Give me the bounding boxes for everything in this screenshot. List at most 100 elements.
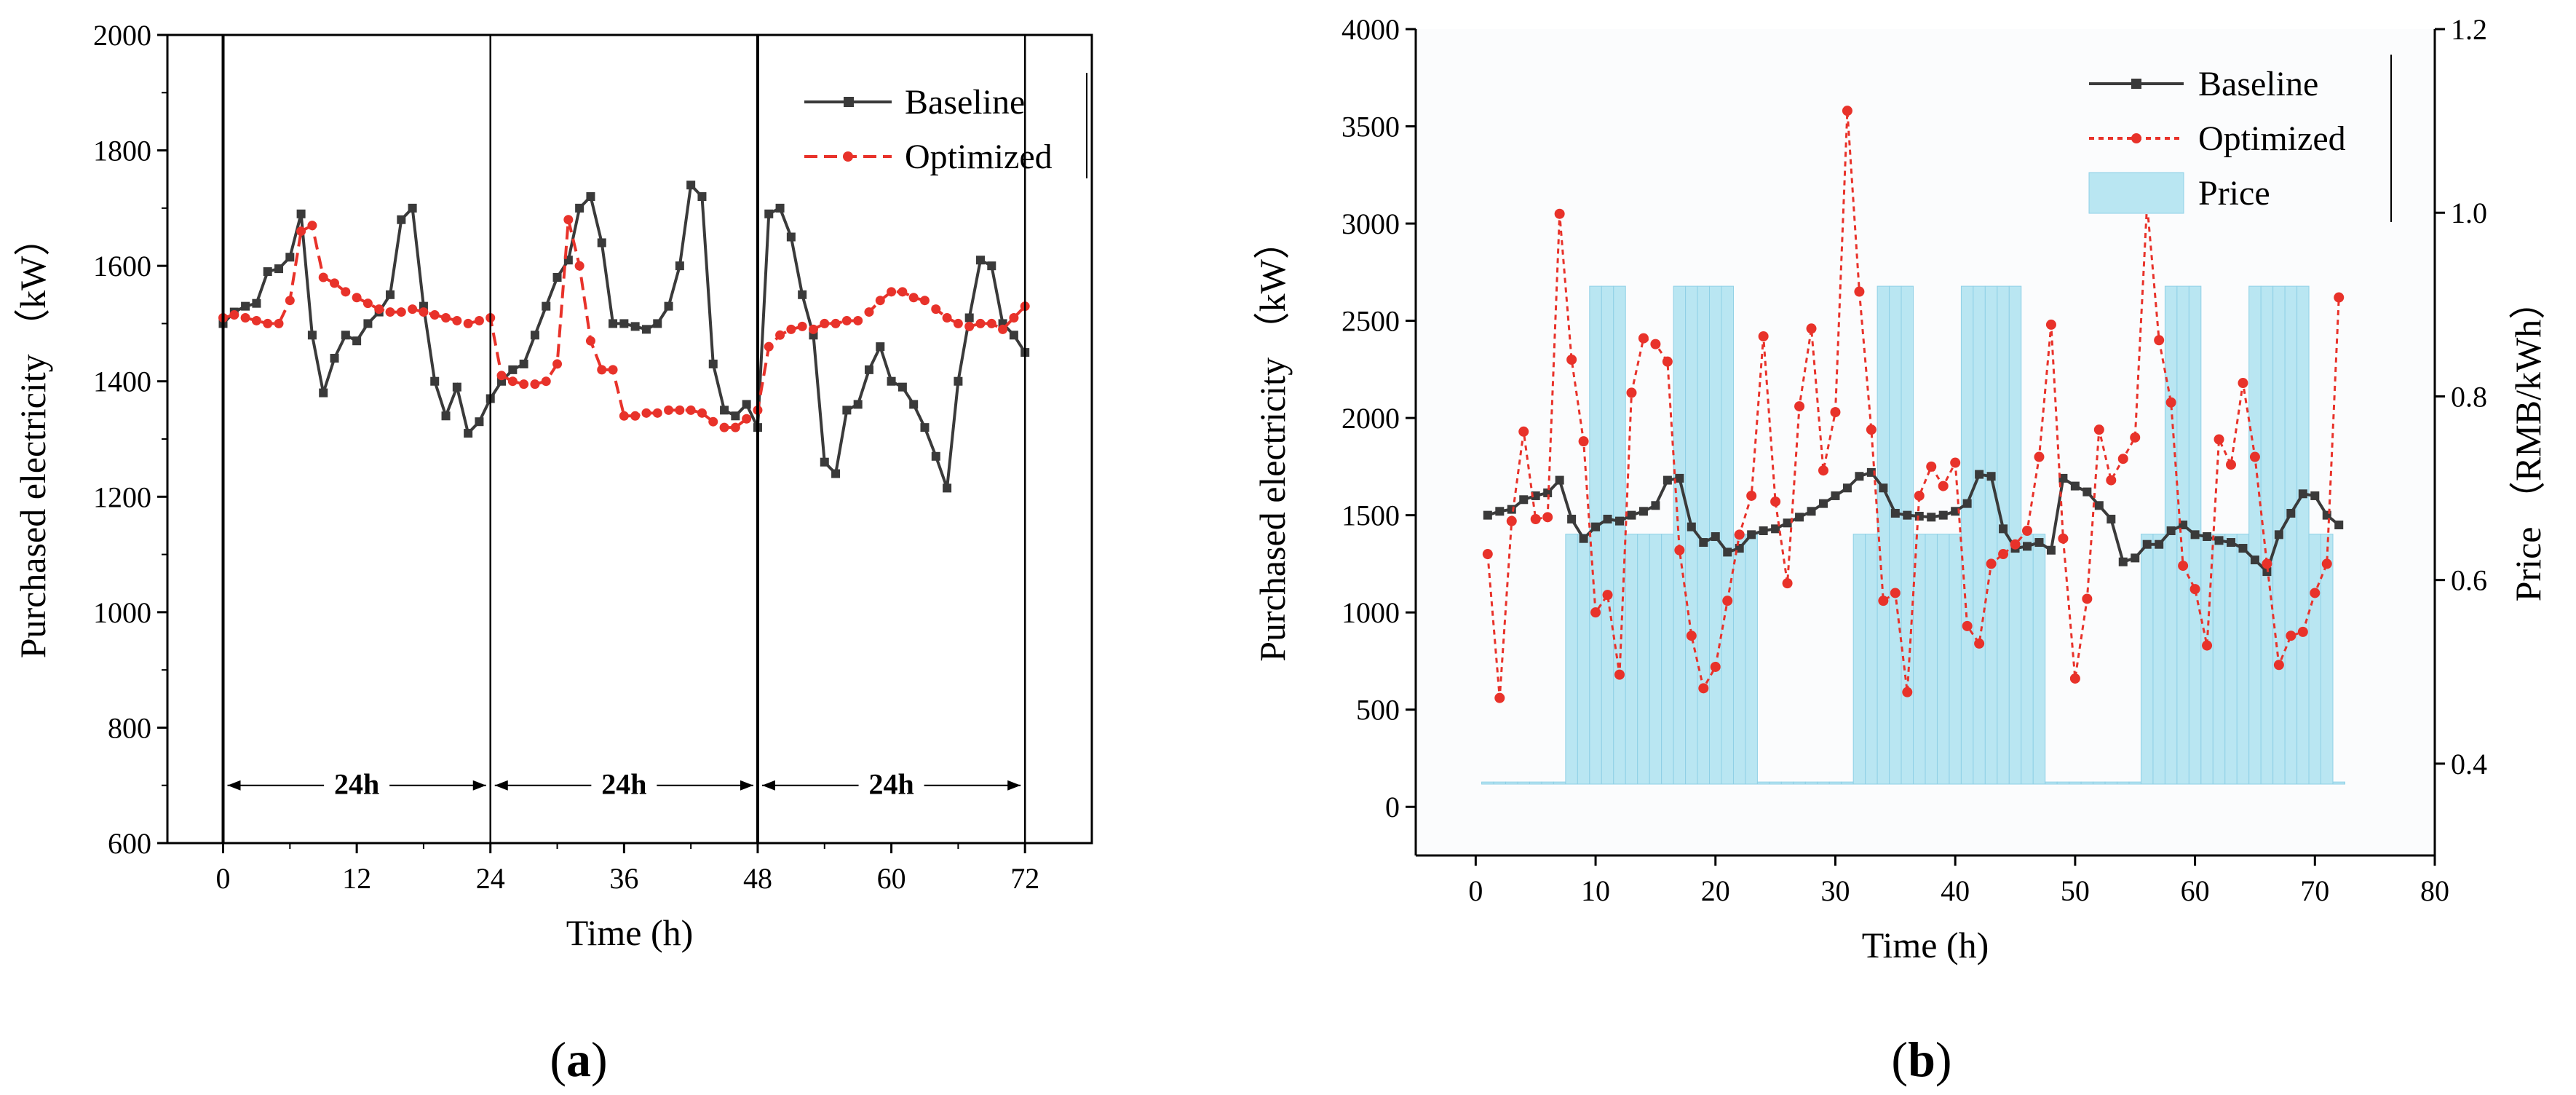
price-bar bbox=[1517, 781, 1530, 785]
data-point bbox=[1962, 499, 1972, 508]
data-point bbox=[2107, 514, 2116, 523]
arrow-head bbox=[494, 780, 508, 791]
data-point bbox=[1687, 522, 1696, 531]
data-point bbox=[452, 315, 462, 325]
y2-tick-label: 1.0 bbox=[2451, 197, 2487, 229]
price-bar bbox=[1661, 534, 1674, 785]
legend-marker bbox=[2131, 133, 2141, 143]
data-point bbox=[240, 313, 250, 323]
data-point bbox=[1722, 596, 1733, 606]
data-point bbox=[897, 382, 907, 392]
data-point bbox=[441, 411, 451, 421]
price-bar bbox=[1913, 534, 1926, 785]
data-point bbox=[964, 321, 975, 331]
data-point bbox=[241, 301, 250, 311]
data-point bbox=[1746, 490, 1757, 501]
data-point bbox=[1806, 323, 1817, 334]
data-point bbox=[686, 181, 696, 190]
price-bar bbox=[2140, 534, 2154, 785]
x-tick-label: 30 bbox=[1820, 874, 1850, 907]
data-point bbox=[1507, 505, 1516, 514]
price-bar bbox=[2008, 285, 2022, 785]
data-point bbox=[251, 315, 261, 325]
data-point bbox=[1615, 516, 1624, 526]
data-point bbox=[541, 376, 551, 387]
data-point bbox=[397, 215, 406, 224]
data-point bbox=[1986, 558, 1997, 569]
data-point bbox=[1927, 513, 1936, 522]
series-optimized-line bbox=[1486, 111, 2340, 698]
panel-label-a: (a) bbox=[550, 1032, 607, 1087]
chart-b: 0 10 20 30 40 50 60 70 80 0 500 1000 1500 2000 2500 300… bbox=[1252, 13, 2548, 965]
data-point bbox=[519, 379, 529, 390]
chart-b-xlabel: Time (h) bbox=[1862, 925, 1989, 965]
data-point bbox=[1519, 495, 1529, 505]
data-point bbox=[775, 203, 785, 213]
data-point bbox=[1903, 510, 1912, 520]
data-point bbox=[2094, 501, 2104, 510]
data-point bbox=[429, 310, 440, 320]
y-tick-label: 1400 bbox=[93, 365, 151, 398]
data-point bbox=[719, 422, 729, 432]
data-point bbox=[675, 405, 685, 415]
data-point bbox=[953, 318, 963, 328]
price-bar bbox=[1565, 534, 1578, 785]
price-bar bbox=[1889, 285, 1902, 785]
data-point bbox=[831, 318, 841, 328]
price-bar bbox=[1685, 285, 1698, 785]
data-point bbox=[2238, 378, 2248, 389]
data-point bbox=[396, 307, 406, 317]
data-point bbox=[697, 192, 707, 201]
data-point bbox=[441, 313, 451, 323]
data-point bbox=[285, 296, 295, 306]
legend-marker bbox=[2131, 79, 2141, 89]
arrow-head bbox=[1007, 780, 1021, 791]
x-tick-label: 60 bbox=[877, 862, 906, 895]
data-point bbox=[1962, 620, 1973, 631]
x-tick-label: 72 bbox=[1010, 862, 1039, 895]
data-point bbox=[630, 322, 640, 331]
data-point bbox=[742, 414, 752, 424]
data-point bbox=[1783, 518, 1792, 528]
x-tick-label: 0 bbox=[1468, 874, 1483, 907]
data-point bbox=[352, 293, 362, 303]
data-point bbox=[730, 422, 740, 432]
data-point bbox=[954, 376, 963, 386]
legend-swatch bbox=[2088, 172, 2184, 214]
data-point bbox=[853, 315, 863, 325]
y-tick-label: 1000 bbox=[93, 596, 151, 629]
arrow-head bbox=[472, 780, 486, 791]
data-point bbox=[1603, 514, 1612, 523]
data-point bbox=[675, 261, 684, 271]
data-point bbox=[909, 400, 919, 409]
x-tick-label: 40 bbox=[1941, 874, 1970, 907]
price-bar bbox=[1541, 781, 1554, 785]
data-point bbox=[920, 423, 930, 432]
price-bar bbox=[1589, 285, 1602, 785]
data-point bbox=[408, 304, 418, 315]
data-point bbox=[731, 411, 740, 421]
data-point bbox=[2226, 459, 2236, 470]
data-point bbox=[1674, 545, 1685, 556]
data-point bbox=[463, 318, 473, 328]
price-bar bbox=[2080, 781, 2094, 785]
data-point bbox=[1555, 475, 1564, 485]
data-point bbox=[2262, 558, 2272, 569]
data-point bbox=[1614, 669, 1625, 680]
data-point bbox=[2297, 626, 2308, 637]
y2-tick-label: 0.4 bbox=[2451, 748, 2487, 780]
price-bar bbox=[1925, 534, 1938, 785]
price-bar bbox=[2332, 781, 2345, 785]
data-point bbox=[1543, 488, 1553, 497]
data-point bbox=[419, 307, 429, 317]
price-bar bbox=[2224, 534, 2238, 785]
price-bar bbox=[1984, 285, 1998, 785]
data-point bbox=[853, 400, 863, 409]
data-point bbox=[319, 388, 328, 398]
price-bar bbox=[2032, 534, 2046, 785]
data-point bbox=[263, 267, 272, 277]
price-bar bbox=[1973, 285, 1986, 785]
data-point bbox=[1675, 473, 1684, 483]
data-point bbox=[307, 221, 317, 231]
data-point bbox=[1482, 549, 1493, 560]
